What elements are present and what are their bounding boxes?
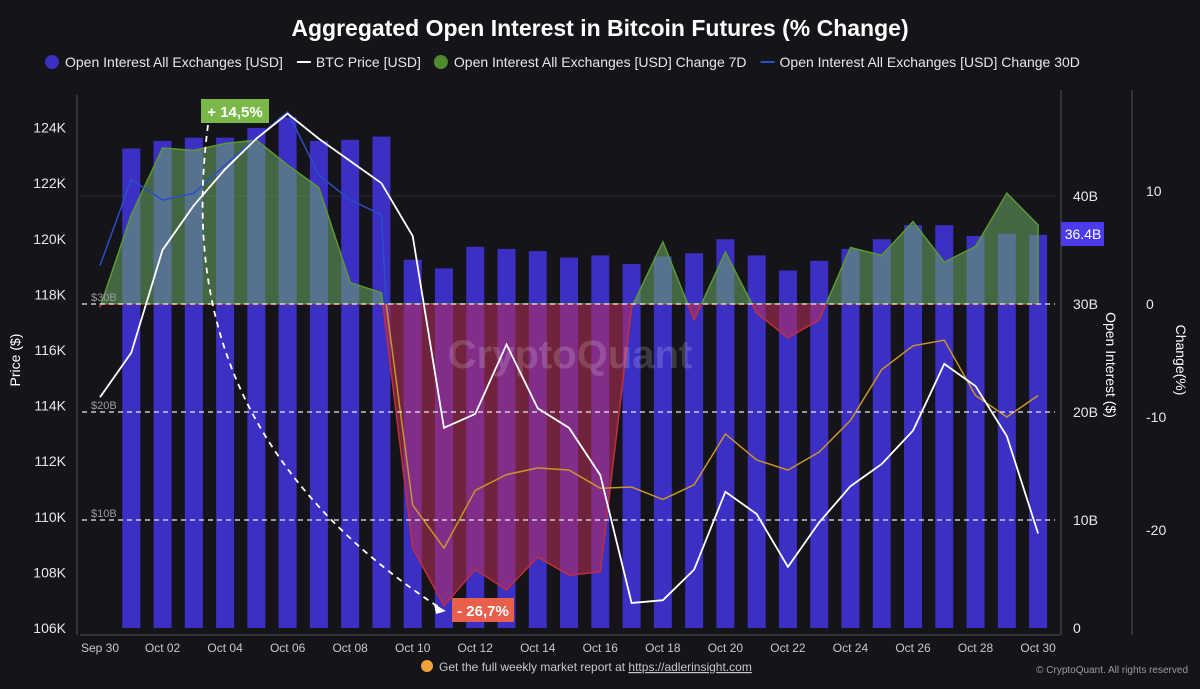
x-tick: Oct 16 [583,641,619,655]
change-tick: -20 [1146,522,1166,538]
x-tick: Oct 08 [332,641,368,655]
oi-tick: 30B [1073,296,1098,312]
legend-label-0: Open Interest All Exchanges [USD] [65,54,283,70]
price-tick: 120K [33,231,66,247]
footer-link[interactable]: https://adlerinsight.com [628,660,751,674]
legend-marker-0 [45,55,59,69]
annotation-up-label: + 14,5% [207,104,262,121]
y-left-title: Price ($) [7,334,23,387]
x-tick: Oct 02 [145,641,181,655]
legend-marker-2 [434,55,448,69]
legend-label-2: Open Interest All Exchanges [USD] Change… [454,54,747,70]
footer-promo-text: Get the full weekly market report at [439,660,628,674]
legend-label-1: BTC Price [USD] [316,54,421,70]
current-value-label: 36.4B [1065,226,1102,242]
legend-label-3: Open Interest All Exchanges [USD] Change… [780,54,1080,70]
x-tick: Oct 26 [895,641,931,655]
reference-label: $10B [91,508,117,520]
x-tick: Oct 10 [395,641,431,655]
legend: Open Interest All Exchanges [USD] BTC Pri… [45,54,1080,70]
watermark: CryptoQuant [448,333,692,377]
oi-tick: 20B [1073,404,1098,420]
change-tick: 0 [1146,296,1154,312]
x-tick: Oct 24 [833,641,869,655]
x-tick: Oct 22 [770,641,806,655]
x-tick: Oct 12 [458,641,494,655]
footer: Get the full weekly market report at htt… [421,660,1188,676]
x-tick: Oct 20 [708,641,744,655]
oi-bar [372,137,390,628]
price-tick: 118K [34,286,66,302]
oi-tick: 40B [1073,188,1098,204]
y-right1-title: Open Interest ($) [1103,312,1119,418]
price-tick: 110K [34,509,66,525]
footer-promo: Get the full weekly market report at htt… [439,660,752,674]
oi-tick: 10B [1073,512,1098,528]
price-tick: 116K [34,342,66,358]
price-tick: 114K [34,398,66,414]
x-tick: Oct 30 [1020,641,1056,655]
x-tick: Sep 30 [81,641,119,655]
report-icon [421,660,433,672]
oi-bar [341,140,359,628]
x-tick: Oct 04 [207,641,243,655]
x-tick: Oct 18 [645,641,681,655]
annotation-down-label: - 26,7% [457,603,509,620]
oi-bar [841,249,859,628]
chart-title: Aggregated Open Interest in Bitcoin Futu… [291,15,908,41]
price-tick: 108K [33,564,66,580]
reference-label: $20B [91,400,117,412]
copyright: © CryptoQuant. All rights reserved [1036,665,1188,676]
x-tick: Oct 28 [958,641,994,655]
price-tick: 106K [33,620,66,636]
change-tick: 10 [1146,183,1162,199]
price-tick: 122K [33,175,66,191]
oi-bar [654,256,672,628]
x-tick: Oct 06 [270,641,306,655]
oi-tick: 0 [1073,620,1081,636]
price-tick: 124K [33,120,66,136]
reference-label: $30B [91,292,117,304]
price-tick: 112K [34,453,66,469]
x-tick: Oct 14 [520,641,556,655]
y-right2-title: Change(%) [1173,325,1189,396]
change-tick: -10 [1146,409,1166,425]
